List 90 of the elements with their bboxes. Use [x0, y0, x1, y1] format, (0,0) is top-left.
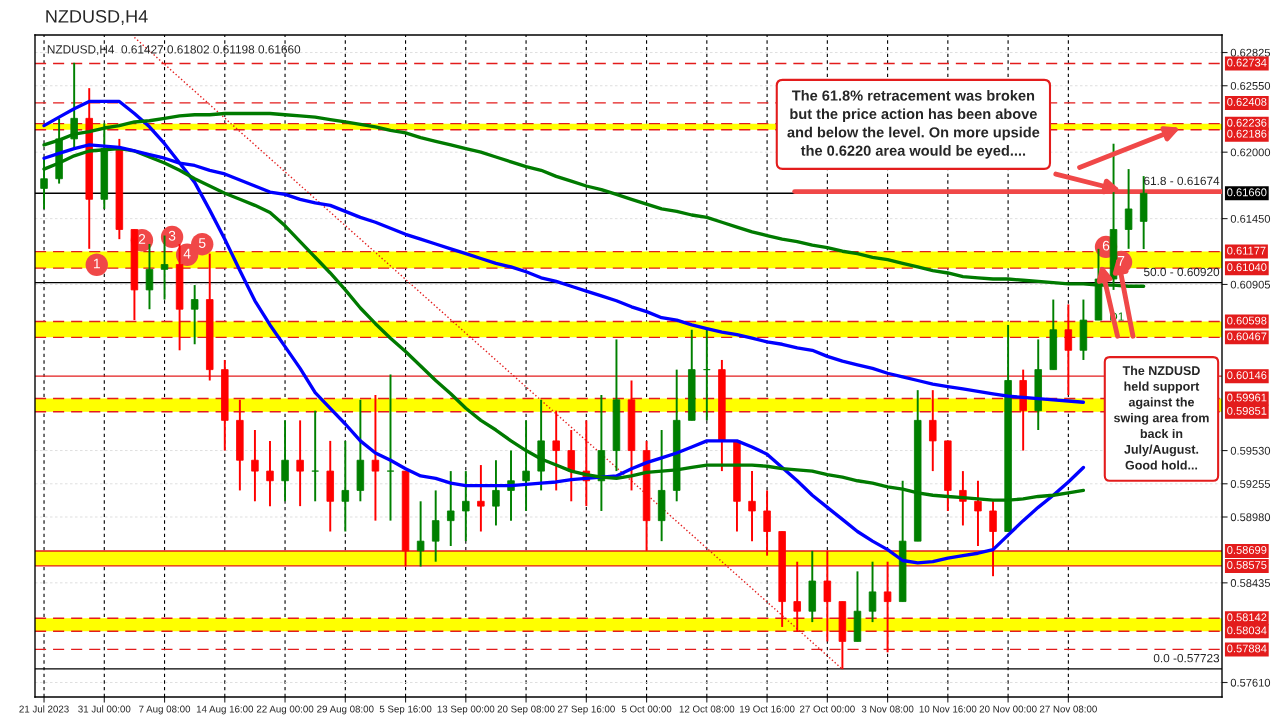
candlestick — [703, 328, 711, 422]
candlestick — [462, 470, 470, 543]
candlestick — [477, 464, 485, 533]
candlestick — [190, 284, 199, 346]
candlestick — [883, 560, 892, 654]
annotation: 5 — [198, 238, 206, 248]
candlestick — [160, 234, 169, 301]
candlestick — [296, 419, 304, 508]
candlestick — [793, 560, 801, 633]
candlestick — [341, 439, 350, 533]
candlestick — [567, 429, 575, 503]
annotation: The 61.8% retracement was broken but the price action has been above and below the level. On more upside the 0.6220 area would be eyed.... — [787, 90, 1040, 159]
candlestick — [311, 409, 319, 503]
annotation: 3 — [168, 230, 176, 241]
y-tick-label: 0.60905 — [1230, 280, 1271, 289]
ref-line-label: 0.57884 — [1227, 644, 1267, 653]
candlestick — [386, 373, 395, 522]
annotation: 6 — [1102, 240, 1110, 251]
annotation: 1 — [93, 258, 100, 269]
x-tick-label: 31 Jul 00:00 — [78, 705, 131, 713]
ref-line-label: 0.59851 — [1227, 406, 1267, 415]
ref-line-label: 0.58699 — [1227, 546, 1267, 554]
y-tick-label: 0.62825 — [1230, 48, 1271, 57]
ref-line-label: 0.62186 — [1227, 129, 1267, 138]
x-tick-label: 21 Jul 2023 — [19, 705, 69, 713]
candlestick — [1064, 303, 1073, 396]
ref-line-label: 0.61040 — [1227, 263, 1267, 272]
candlestick — [371, 394, 380, 522]
x-tick-label: 20 Sep 08:00 — [497, 705, 555, 715]
annotation: The NZDUSD held support against the swing area from back in July/August. Good hold... — [1113, 365, 1209, 470]
y-tick-label: 0.61450 — [1230, 214, 1271, 223]
ref-line-label: 0.60467 — [1227, 332, 1267, 341]
x-tick-label: 10 Nov 16:00 — [919, 705, 977, 713]
candlestick — [763, 489, 771, 557]
ref-line-label: 0.62408 — [1227, 98, 1267, 106]
candlestick — [823, 549, 832, 643]
y-tick-label: 0.58980 — [1230, 513, 1271, 522]
ref-line-label: 0.62236 — [1227, 118, 1267, 127]
y-tick-label: 0.58435 — [1230, 579, 1271, 587]
x-tick-label: 7 Aug 08:00 — [139, 705, 191, 715]
candlestick — [1124, 168, 1133, 250]
candlestick — [416, 500, 425, 568]
candlestick — [145, 243, 154, 311]
annotation: 0.0 -0.57723 — [1153, 653, 1220, 663]
annotation: 4 — [183, 248, 191, 259]
ref-line-label: 0.60598 — [1227, 316, 1267, 325]
annotation: 50.0 - 0.60920 — [1143, 267, 1220, 277]
candlestick — [974, 479, 982, 547]
candlestick — [989, 500, 997, 578]
text: NZDUSD,H4 0.61427 0.61802 0.61198 0.61660 — [47, 45, 301, 55]
candlestick — [251, 429, 259, 503]
ref-line-label: 0.59961 — [1227, 393, 1267, 402]
candlestick — [929, 389, 937, 473]
candlestick — [266, 439, 274, 508]
annotation: 7 — [1117, 256, 1125, 266]
x-tick-label: 20 Nov 00:00 — [979, 705, 1037, 713]
x-tick-label: 3 Nov 08:00 — [861, 705, 914, 713]
candlestick — [492, 459, 500, 527]
x-tick-label: 12 Oct 08:00 — [679, 705, 735, 713]
ref-line-label: 0.58034 — [1227, 626, 1267, 635]
chart-title: NZDUSD,H4 — [46, 9, 148, 25]
y-tick-label: 0.62550 — [1230, 82, 1271, 90]
x-tick-label: 27 Nov 08:00 — [1039, 705, 1097, 713]
y-tick-label: 0.62000 — [1230, 148, 1271, 157]
ref-line-label: 0.61660 — [1227, 188, 1267, 197]
annotation: 2 — [138, 234, 146, 244]
ref-line-label: 0.61177 — [1227, 246, 1266, 255]
x-tick-label: 27 Sep 16:00 — [557, 705, 615, 715]
x-tick-label: 5 Oct 00:00 — [621, 705, 672, 713]
ref-line-label: 0.62734 — [1227, 58, 1267, 67]
candlestick — [447, 470, 455, 547]
x-tick-label: 19 Oct 16:00 — [739, 705, 795, 713]
x-tick-label: 29 Aug 08:00 — [317, 705, 374, 715]
x-tick-label: 5 Sep 16:00 — [379, 705, 432, 715]
x-tick-label: 13 Sep 00:00 — [437, 705, 495, 715]
x-tick-label: 27 Oct 00:00 — [799, 705, 855, 713]
ref-line-label: 0.60146 — [1227, 371, 1267, 380]
ref-line-label: 0.58575 — [1227, 561, 1267, 569]
ref-line-label: 0.58142 — [1227, 613, 1267, 622]
candlestick — [748, 470, 756, 543]
x-tick-label: 14 Aug 16:00 — [196, 705, 254, 715]
x-tick-label: 22 Aug 00:00 — [256, 705, 314, 715]
y-tick-label: 0.59255 — [1230, 480, 1271, 488]
candlestick — [431, 489, 440, 563]
candlestick — [281, 419, 289, 503]
y-tick-label: 0.57610 — [1230, 678, 1271, 687]
candlestick — [552, 409, 560, 492]
line-series — [42, 99, 1086, 565]
candlestick — [868, 560, 877, 624]
y-tick-label: 0.59530 — [1230, 446, 1271, 455]
